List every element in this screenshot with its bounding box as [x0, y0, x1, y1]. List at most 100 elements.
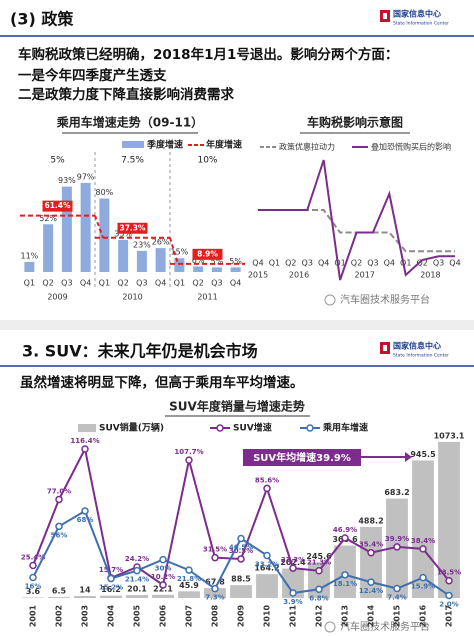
chart-title: 乘用车增速走势（09-11）	[56, 115, 203, 130]
x-tick-label: 2015	[393, 604, 402, 627]
data-label: 10.2%	[151, 573, 175, 581]
x-tick-label: Q4	[230, 279, 241, 288]
data-label: 15%	[170, 248, 188, 257]
data-label: 80%	[95, 188, 113, 197]
x-tick-label: Q3	[211, 279, 222, 288]
watermark: 汽车圈技术服务平台	[340, 620, 430, 633]
data-label: 21.8%	[177, 575, 201, 583]
x-tick-label: Q4	[252, 259, 263, 268]
bar	[204, 588, 226, 598]
point	[81, 507, 89, 515]
period-label: 5%	[50, 156, 65, 166]
bar	[256, 574, 278, 598]
annual-connector	[169, 237, 179, 265]
data-label: 15.7%	[99, 566, 123, 574]
point	[211, 553, 219, 562]
point	[445, 576, 453, 585]
data-label: 488.2	[358, 516, 383, 525]
x-tick-label: 2010	[263, 604, 272, 627]
data-label: 31.5%	[203, 546, 227, 554]
x-tick-label: Q3	[367, 259, 378, 268]
bar	[174, 258, 185, 272]
x-tick-label: 2007	[185, 605, 194, 627]
x-tick-label: 2009	[237, 604, 246, 627]
data-label: 7.3%	[205, 594, 224, 602]
data-label: 15.2%	[99, 584, 123, 592]
data-label: 23%	[133, 240, 151, 249]
point	[341, 534, 349, 542]
bar	[48, 597, 70, 598]
bar	[230, 585, 252, 598]
watermark-icon	[324, 294, 336, 306]
bar	[118, 239, 129, 272]
label-box	[192, 248, 223, 260]
data-label: 11%	[20, 251, 38, 260]
chart-title: SUV年度销量与增速走势	[169, 399, 305, 414]
data-label: 15.9%	[411, 583, 435, 591]
x-tick-label: Q2	[285, 259, 296, 268]
text-line: 二是政策力度下降直接影响消费需求	[18, 86, 234, 103]
bar	[43, 224, 54, 272]
data-label: 30.5%	[229, 547, 253, 555]
bar	[282, 568, 304, 598]
x-tick-label: 2013	[341, 605, 350, 627]
group-label: 2009	[47, 293, 67, 302]
group-label: 2015	[248, 271, 268, 280]
data-label: 18.1%	[333, 580, 357, 588]
watermark-icon	[324, 621, 336, 633]
data-label: 85.6%	[255, 476, 279, 484]
slide-heading: (3) 政策	[10, 10, 74, 29]
point	[367, 548, 375, 557]
x-tick-label: 2005	[133, 604, 142, 627]
x-tick-label: 2016	[419, 604, 428, 627]
point	[159, 581, 167, 589]
data-label: 6.5	[52, 587, 67, 596]
point	[367, 578, 375, 586]
x-tick-label: 2017	[445, 605, 454, 627]
point	[133, 566, 141, 575]
bar	[438, 441, 460, 598]
legend-label: 乘用车增速	[322, 422, 368, 434]
point	[81, 445, 89, 453]
point	[315, 566, 323, 575]
data-label: 22.1	[153, 584, 173, 593]
point	[211, 584, 219, 593]
data-label: 202.4	[280, 558, 306, 567]
point	[341, 571, 349, 579]
bar	[61, 186, 72, 272]
point	[289, 589, 297, 597]
x-tick-label: Q3	[61, 279, 72, 288]
data-label: 6%	[192, 256, 205, 265]
x-tick-label: Q4	[449, 259, 460, 268]
x-tick-label: Q1	[99, 279, 110, 288]
annual-connector	[94, 215, 104, 239]
x-tick-label: Q3	[302, 259, 313, 268]
data-label: 97%	[77, 172, 95, 181]
point	[393, 584, 401, 593]
data-label: 38.4%	[411, 537, 435, 545]
bar	[155, 248, 166, 272]
data-label: 21.3%	[307, 559, 331, 567]
series-line	[258, 209, 455, 253]
legend-label: SUV增速	[233, 422, 272, 434]
x-tick-label: 2012	[315, 605, 324, 627]
x-tick-label: Q3	[136, 279, 147, 288]
x-tick-label: Q4	[318, 259, 329, 268]
data-label: 46.9%	[333, 526, 357, 534]
data-label: 6.8%	[309, 594, 328, 602]
x-tick-label: 2011	[289, 604, 298, 627]
point	[107, 574, 115, 583]
bar	[412, 460, 434, 598]
x-tick-label: Q2	[192, 279, 203, 288]
logo-icon	[383, 345, 387, 351]
logo-text: 国家信息中心	[393, 341, 441, 351]
data-label: 39.9%	[385, 535, 409, 543]
chart-title: 车购税影响示意图	[307, 115, 403, 130]
bar	[74, 595, 96, 598]
bar	[126, 595, 148, 598]
label-box	[117, 222, 148, 234]
group-label: 2016	[289, 271, 309, 280]
data-label: 12.4%	[359, 587, 383, 595]
x-tick-label: Q3	[433, 259, 444, 268]
point	[445, 591, 453, 600]
